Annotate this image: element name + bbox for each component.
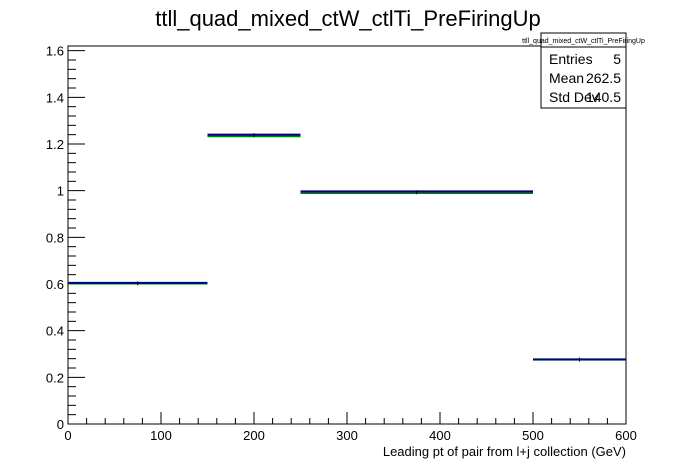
- stats-row-label: Entries: [549, 51, 593, 67]
- histogram-bins: [68, 133, 626, 362]
- stats-box-title: ttll_quad_mixed_ctW_ctlTi_PreFiringUp: [522, 38, 645, 45]
- y-tick-label: 0.8: [46, 230, 64, 245]
- x-tick-label: 400: [429, 428, 451, 443]
- stats-box: ttll_quad_mixed_ctW_ctlTi_PreFiringUp Ent…: [522, 32, 645, 109]
- axis-ticks: 0 100 200 300 400 500 600 0 0.2 0.4 0.6 0.8 1 1.2 1.4 1…: [46, 44, 637, 443]
- y-tick-label: 1.2: [46, 137, 64, 152]
- stats-box-frame: [540, 32, 627, 109]
- y-tick-label: 0.4: [46, 324, 64, 339]
- y-tick-label: 1.6: [46, 44, 64, 59]
- stats-row-value: 262.5: [586, 70, 621, 86]
- chart-title: ttll_quad_mixed_ctW_ctlTi_PreFiringUp: [155, 6, 541, 31]
- y-tick-label: 0: [57, 417, 64, 432]
- y-tick-label: 0.2: [46, 370, 64, 385]
- x-tick-label: 300: [336, 428, 358, 443]
- x-tick-label: 100: [150, 428, 172, 443]
- stats-row-value: 140.5: [586, 89, 621, 105]
- y-tick-label: 1: [57, 184, 64, 199]
- stats-row-value: 5: [613, 51, 621, 67]
- y-tick-label: 0.6: [46, 277, 64, 292]
- x-axis-title: Leading pt of pair from l+j collection (…: [383, 444, 626, 459]
- x-tick-label: 0: [64, 428, 71, 443]
- y-tick-label: 1.4: [46, 90, 64, 105]
- x-tick-label: 200: [243, 428, 265, 443]
- x-tick-label: 500: [522, 428, 544, 443]
- stats-row-label: Std Dev: [549, 89, 599, 105]
- x-tick-label: 600: [615, 428, 637, 443]
- stats-row-label: Mean: [549, 70, 584, 86]
